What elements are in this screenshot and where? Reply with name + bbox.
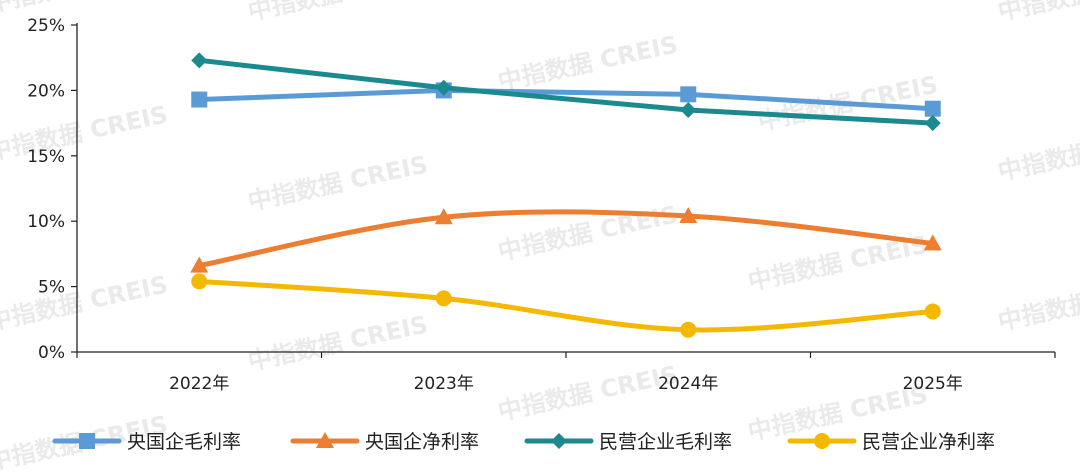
series-line [196,278,936,333]
y-tick-label: 25% [27,16,65,36]
series-line [196,87,936,112]
y-tick-label: 20% [27,81,65,101]
legend-item: 民营企业净利率 [787,431,995,453]
series-4 [191,273,941,338]
watermark-text: 中指数据 CREIS [995,120,1080,185]
data-point [680,321,697,338]
legend-item: 民营企业毛利率 [524,431,732,453]
watermark-text: 中指数据 CREIS [0,0,170,18]
y-tick-label: 10% [27,212,65,232]
x-tick-label: 2025年 [903,374,963,394]
data-point [679,206,698,223]
x-tick-label: 2024年 [658,374,718,394]
data-point [191,273,208,290]
data-point [190,256,209,273]
y-tick-label: 15% [27,147,65,167]
watermark-text: 中指数据 CREIS [245,0,430,26]
series-layer [190,52,942,338]
legend-swatch-marker [814,433,830,449]
legend-label: 央国企毛利率 [127,431,241,453]
chart-legend: 央国企毛利率 央国企净利率 民营企业毛利率 民营企业净利率 [52,431,995,453]
data-point [191,52,208,69]
data-point [924,100,941,117]
legend-label: 央国企净利率 [365,431,479,453]
watermark-text: 中指数据 CREIS [0,100,170,165]
data-point [680,86,697,103]
x-tick-label: 2022年 [169,374,229,394]
data-point [434,208,453,225]
data-point [924,115,941,132]
data-point [924,303,941,320]
data-point [923,234,942,251]
watermark-text: 中指数据 CREIS [495,30,680,95]
data-point [435,290,452,307]
data-point [680,102,697,119]
series-3 [191,52,941,132]
legend-swatch-marker [316,432,334,448]
watermark-text: 中指数据 CREIS [245,150,430,215]
watermark-text: 中指数据 CREIS [995,270,1080,335]
legend-item: 央国企毛利率 [52,431,241,453]
data-point [191,91,208,108]
x-tick-label: 2023年 [414,374,474,394]
legend-swatch-marker [551,433,567,449]
watermark-text: 中指数据 CREIS [0,270,170,335]
series-line [196,209,936,269]
legend-label: 民营企业净利率 [862,431,995,453]
watermark-text: 中指数据 CREIS [245,310,430,375]
series-line [196,57,936,126]
series-2 [190,206,942,273]
y-tick-label: 0% [38,343,65,363]
legend-item: 央国企净利率 [290,431,479,453]
data-point [435,79,452,96]
legend-swatch-marker [79,433,95,449]
watermark-text: 中指数据 CREIS [495,360,680,425]
watermark-text: 中指数据 CREIS [995,0,1080,26]
legend-label: 民营企业毛利率 [599,431,732,453]
chart-axes: 0% 5% 10% 15% 20% 25% 2022年 2023年 2024年 2025年 [27,16,1056,394]
y-tick-label: 5% [38,278,65,298]
